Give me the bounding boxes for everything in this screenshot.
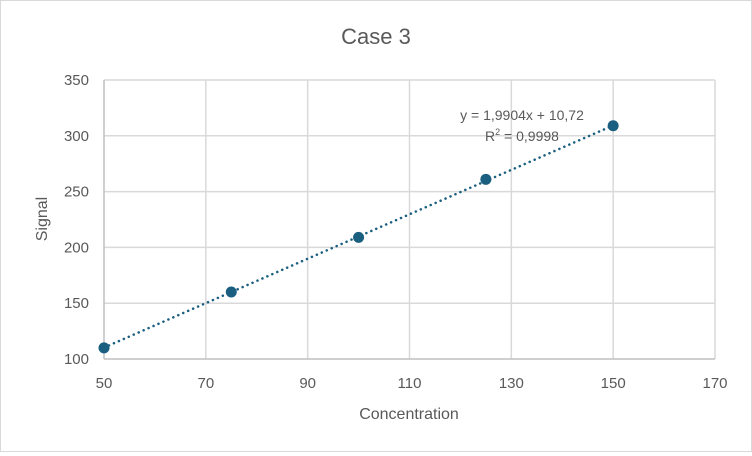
x-tick-label: 170 [702,375,727,392]
chart-title: Case 3 [341,24,411,49]
axes [103,80,715,360]
trendline [102,124,615,349]
x-axis-tick-labels: 50 70 90 110 130 150 170 [96,375,728,392]
data-points [98,120,619,354]
y-axis-label: Signal [34,197,51,241]
x-tick-label: 90 [299,375,316,392]
y-tick-label: 150 [64,295,89,312]
x-axis-label: Concentration [359,406,459,423]
x-tick-label: 150 [601,375,626,392]
trendline-equation: y = 1,9904x + 10,72 [460,107,584,123]
data-point [98,342,110,354]
y-tick-label: 250 [64,184,89,201]
y-tick-label: 100 [64,351,89,368]
y-tick-label: 300 [64,128,89,145]
x-tick-label: 50 [96,375,113,392]
data-point [225,286,237,298]
y-axis-tick-labels: 100 150 200 250 300 350 [64,72,89,368]
r-squared-label: R2 = 0,9998 [485,127,559,144]
gridlines [104,79,716,359]
data-point [353,231,365,243]
x-tick-label: 130 [499,375,524,392]
data-point [480,173,492,185]
x-tick-label: 70 [197,375,214,392]
x-tick-label: 110 [398,375,422,392]
data-point [607,120,619,132]
y-tick-label: 350 [64,72,89,89]
y-tick-label: 200 [64,239,89,256]
